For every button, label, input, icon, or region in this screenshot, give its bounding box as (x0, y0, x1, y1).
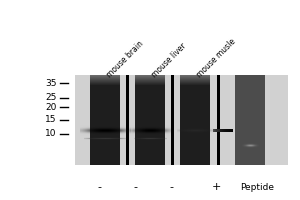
Text: 15: 15 (45, 116, 56, 124)
Text: mouse brain: mouse brain (105, 39, 145, 79)
Text: 25: 25 (45, 94, 56, 102)
Text: 20: 20 (45, 102, 56, 112)
Text: mouse musle: mouse musle (195, 37, 237, 79)
Text: mouse liver: mouse liver (150, 41, 188, 79)
Text: +: + (211, 182, 221, 192)
Text: -: - (133, 182, 137, 192)
Text: Peptide: Peptide (240, 182, 274, 192)
Text: -: - (169, 182, 173, 192)
Text: -: - (97, 182, 101, 192)
Text: 35: 35 (45, 78, 56, 88)
Text: 10: 10 (45, 130, 56, 138)
